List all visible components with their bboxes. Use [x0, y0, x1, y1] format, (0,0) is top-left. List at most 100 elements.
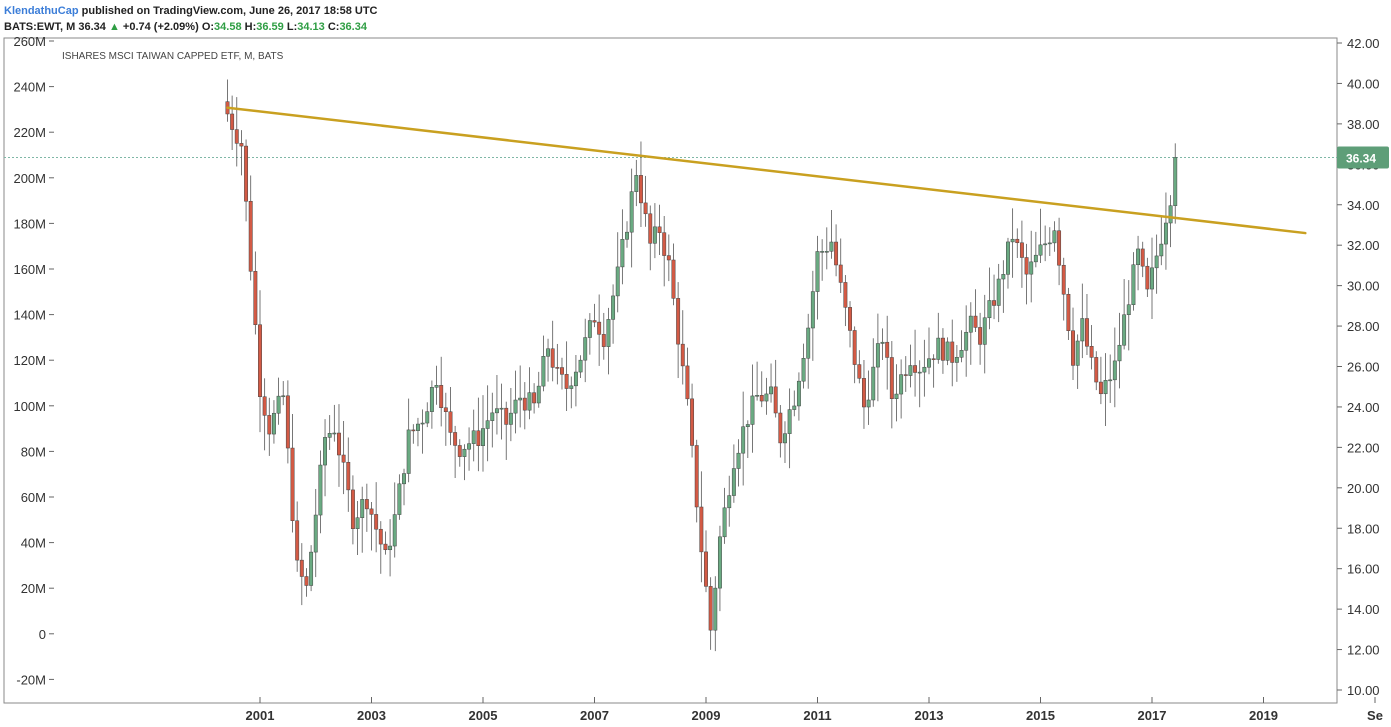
price-tick-label: 10.00 — [1347, 683, 1380, 698]
candle — [889, 341, 894, 429]
volume-tick-label: 0 — [39, 627, 46, 642]
price-tick-label: 42.00 — [1347, 36, 1380, 51]
candle-body — [513, 399, 518, 414]
candle — [541, 335, 546, 392]
candle-body — [806, 327, 811, 359]
candle — [416, 417, 420, 447]
low-value: 34.13 — [297, 21, 325, 33]
candle — [285, 380, 290, 464]
time-tick-label: 2001 — [246, 708, 275, 723]
candle-body — [504, 407, 509, 425]
close-value: 36.34 — [339, 21, 367, 33]
candle — [1154, 234, 1159, 294]
candle — [783, 421, 787, 464]
candle — [978, 312, 983, 365]
candle-body — [996, 278, 1001, 306]
candle — [253, 251, 258, 335]
candle — [1010, 208, 1015, 278]
close-label: C: — [327, 21, 340, 33]
candle — [1131, 252, 1136, 311]
candle-body — [378, 528, 383, 545]
price-axis[interactable]: 42.0040.0038.0036.0034.0032.0030.0028.00… — [1337, 36, 1380, 698]
candle-body — [982, 317, 987, 345]
candle-body — [1043, 243, 1048, 246]
price-tick-label: 14.00 — [1347, 602, 1380, 617]
price-tick-label: 16.00 — [1347, 562, 1380, 577]
candle — [894, 364, 899, 422]
candle — [392, 482, 397, 558]
candle — [369, 501, 374, 551]
candle-body — [662, 232, 667, 256]
candle — [671, 243, 676, 306]
time-tick-label: 2015 — [1026, 708, 1055, 723]
candle-body — [973, 315, 978, 328]
candle-body — [801, 358, 806, 382]
volume-tick-label: 240M — [13, 80, 46, 95]
candle — [494, 374, 499, 435]
candle — [792, 390, 797, 417]
candle-body — [643, 202, 648, 215]
candle — [875, 313, 880, 402]
chart-header: KlendathuCap published on TradingView.co… — [0, 0, 1391, 38]
candle — [690, 383, 695, 458]
candle — [267, 397, 272, 456]
time-axis[interactable]: 2001 2003 2005 2007 2009 2011 2013 2015 2017 2019… — [246, 697, 1383, 723]
price-tick-label: 18.00 — [1347, 521, 1380, 536]
candle-body — [267, 415, 272, 435]
candle — [518, 365, 523, 428]
candle-body — [527, 392, 532, 411]
candle-body — [383, 543, 388, 551]
candle — [1052, 221, 1057, 252]
candle — [374, 482, 379, 553]
published-text: published on TradingView.com, June 26, 2… — [81, 5, 378, 17]
current-price-badge: 36.34 — [1337, 146, 1389, 169]
candle-body — [439, 385, 444, 409]
candle-body — [1117, 344, 1122, 362]
candle — [652, 203, 657, 259]
candle — [411, 424, 416, 444]
candle — [722, 487, 727, 544]
candle-body — [745, 424, 750, 427]
candle-body — [392, 514, 397, 547]
candle-body — [1029, 261, 1034, 275]
candle-body — [652, 226, 657, 244]
candle — [838, 238, 843, 293]
trendline[interactable] — [226, 106, 1307, 235]
ohlc-line: BATS:EWT, M 36.34 ▲ +0.74 (+2.09%) O:34.… — [4, 20, 367, 34]
candle — [485, 385, 490, 462]
author-link[interactable]: KlendathuCap — [4, 5, 79, 17]
candle-body — [676, 298, 681, 345]
candle-body — [262, 396, 267, 416]
candle — [694, 439, 699, 523]
candle — [717, 525, 722, 612]
candle — [1145, 257, 1150, 297]
candle-body — [299, 559, 304, 577]
candle-body — [397, 483, 402, 515]
candle-body — [290, 447, 295, 522]
candle-body — [1140, 248, 1145, 267]
candle — [615, 232, 620, 313]
volume-tick-label: 160M — [13, 262, 46, 277]
candle — [685, 347, 690, 406]
candle — [903, 356, 908, 392]
candle — [829, 209, 834, 259]
candle — [1117, 312, 1122, 389]
candle — [1136, 235, 1141, 291]
candle-body — [420, 422, 425, 425]
candle — [680, 310, 685, 385]
candle — [1001, 260, 1006, 313]
candle — [402, 468, 406, 506]
candle — [504, 401, 509, 460]
candle-body — [834, 241, 839, 266]
candle — [244, 139, 249, 222]
volume-tick-label: 220M — [13, 125, 46, 140]
candle — [801, 343, 806, 389]
volume-tick-label: 100M — [13, 399, 46, 414]
candle-body — [1010, 238, 1015, 243]
candle-body — [587, 320, 592, 338]
candle-body — [913, 365, 918, 373]
candle-body — [815, 251, 820, 292]
candle-body — [829, 241, 834, 252]
candle-body — [945, 341, 950, 361]
